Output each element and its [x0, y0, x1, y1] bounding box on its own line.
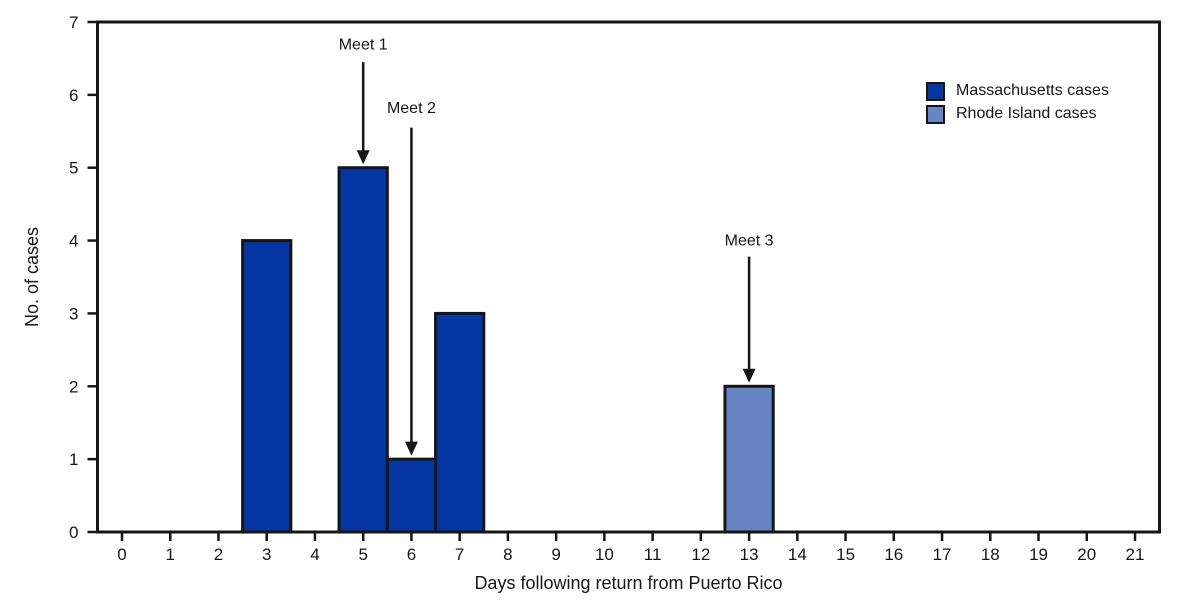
bar-rhode-island-cases-day-13 [723, 384, 775, 534]
x-axis-label: Days following return from Puerto Rico [474, 573, 782, 593]
legend-item-massachusetts: Massachusetts cases [926, 81, 1109, 101]
x-tick-label-5: 5 [358, 545, 367, 564]
annotation-label-meet-2: Meet 2 [387, 100, 436, 117]
legend-item-rhode-island: Rhode Island cases [926, 104, 1109, 124]
x-tick-label-4: 4 [310, 545, 319, 564]
y-tick-label-2: 2 [69, 377, 78, 396]
x-tick-label-19: 19 [1029, 545, 1048, 564]
bar-massachusetts-cases-day-7 [434, 311, 486, 534]
x-tick-label-20: 20 [1077, 545, 1096, 564]
y-axis-label: No. of cases [22, 227, 42, 327]
annotation-label-meet-3: Meet 3 [725, 233, 774, 250]
bar-massachusetts-cases-day-6 [385, 457, 438, 534]
x-tick-label-7: 7 [455, 545, 464, 564]
x-tick-label-14: 14 [788, 545, 807, 564]
y-tick-label-5: 5 [69, 159, 78, 178]
bar-massachusetts-cases-day-3 [241, 239, 293, 534]
bar-massachusetts-cases-day-5 [337, 166, 389, 534]
x-tick-label-13: 13 [740, 545, 759, 564]
chart-legend: Massachusetts cases Rhode Island cases [926, 81, 1109, 124]
y-tick-label-4: 4 [69, 232, 78, 251]
x-tick-label-18: 18 [981, 545, 1000, 564]
x-tick-label-11: 11 [644, 545, 662, 564]
y-tick-label-6: 6 [69, 86, 78, 105]
legend-label-rhode-island: Rhode Island cases [956, 105, 1097, 122]
x-tick-label-0: 0 [117, 545, 126, 564]
rhode-island-swatch-icon [926, 104, 945, 124]
x-tick-label-10: 10 [595, 545, 614, 564]
massachusetts-swatch-icon [926, 81, 945, 101]
x-tick-label-16: 16 [884, 545, 903, 564]
y-tick-label-1: 1 [69, 450, 78, 469]
x-tick-label-8: 8 [503, 545, 512, 564]
annotation-arrowhead-meet-3 [742, 368, 756, 383]
x-tick-label-12: 12 [691, 545, 710, 564]
annotation-arrowhead-meet-2 [404, 441, 418, 456]
x-tick-label-9: 9 [551, 545, 560, 564]
x-tick-label-15: 15 [836, 545, 855, 564]
y-tick-label-3: 3 [69, 304, 78, 323]
x-tick-label-17: 17 [933, 545, 952, 564]
x-tick-label-2: 2 [214, 545, 223, 564]
legend-label-massachusetts: Massachusetts cases [956, 82, 1109, 99]
x-tick-label-1: 1 [166, 545, 175, 564]
plot-border [96, 20, 1161, 534]
x-tick-label-3: 3 [262, 545, 271, 564]
y-tick-label-0: 0 [69, 523, 78, 542]
y-tick-label-7: 7 [69, 13, 78, 32]
x-tick-label-21: 21 [1126, 545, 1145, 564]
x-tick-label-6: 6 [407, 545, 416, 564]
annotation-label-meet-1: Meet 1 [339, 37, 388, 54]
annotation-arrowhead-meet-1 [356, 150, 370, 165]
